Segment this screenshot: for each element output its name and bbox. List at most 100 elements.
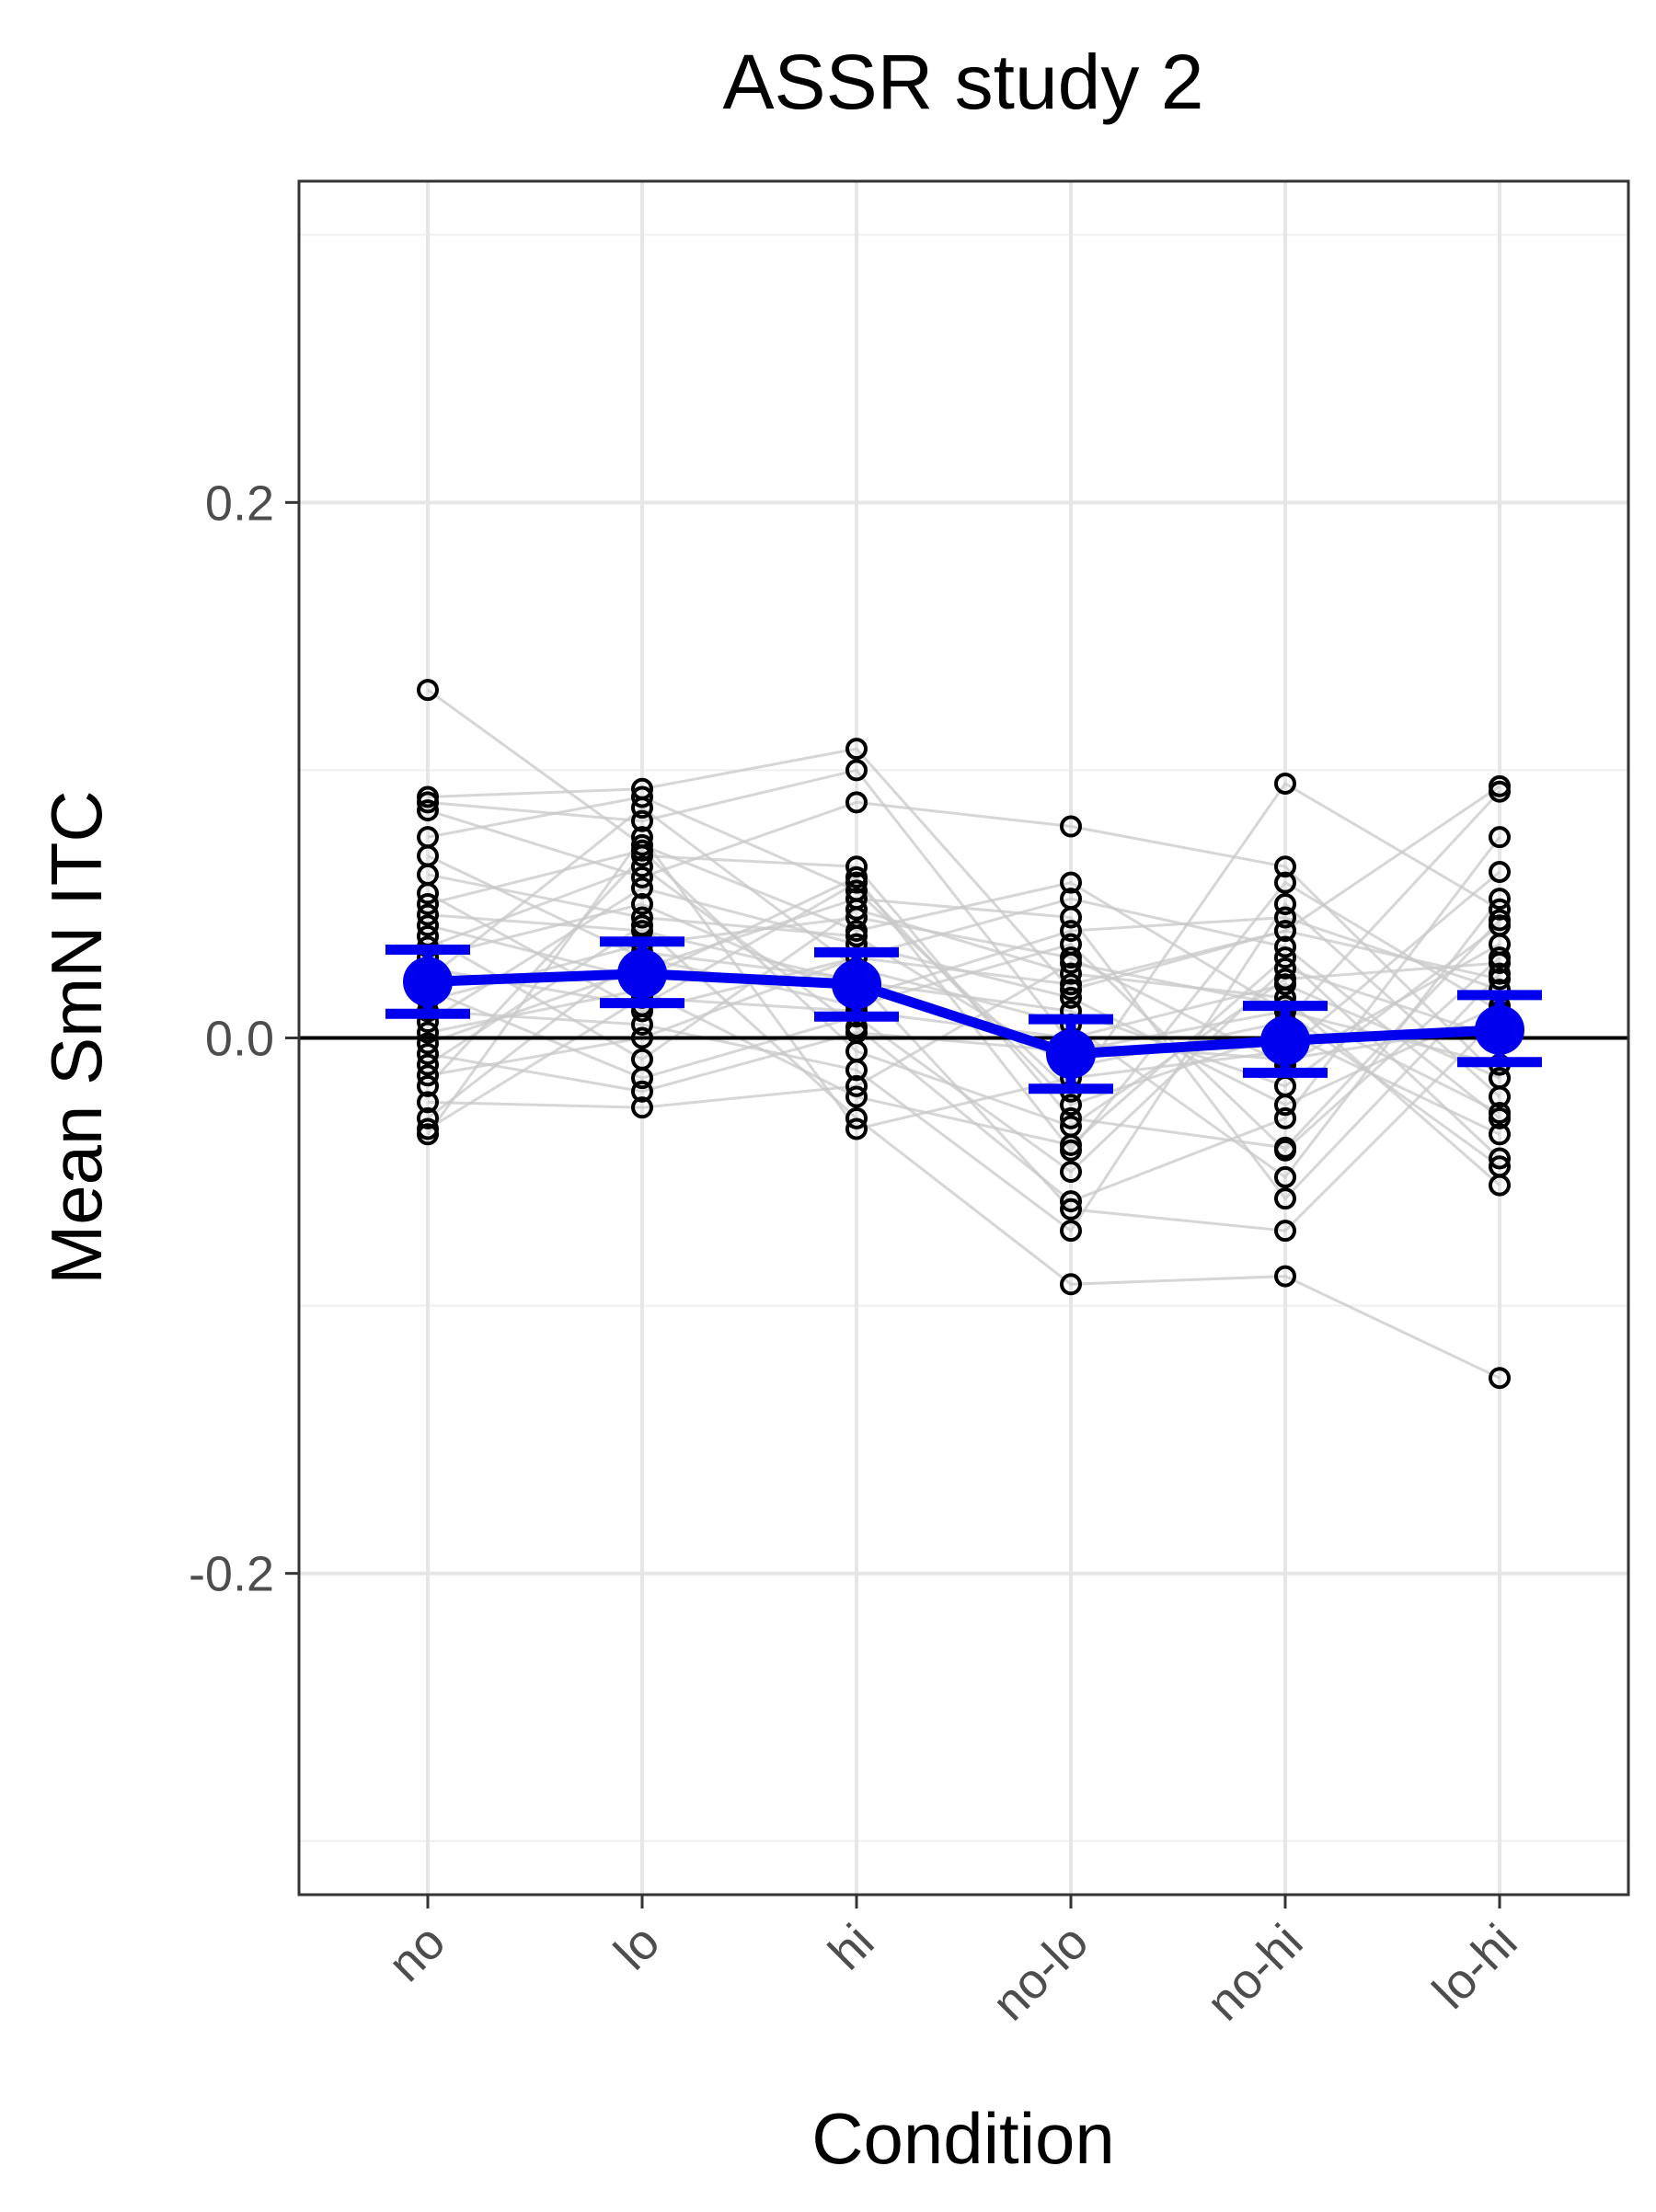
y-tick-label: 0.2 [205,476,274,531]
participant-point [631,809,653,832]
participant-line [427,800,1501,1080]
mean-point [617,948,667,999]
participant-point [631,914,653,937]
participant-layer [417,679,1511,1390]
participant-point [417,914,439,937]
participant-point [845,1085,868,1108]
participant-line [427,923,1501,1380]
participant-point [1274,957,1296,980]
participant-point [1060,871,1082,894]
participant-point [1489,826,1511,849]
participant-line [427,902,1501,1000]
participant-point [1274,1106,1296,1129]
participant-point [631,892,653,915]
participant-point [845,791,868,814]
participant-point [845,1021,868,1044]
participant-point [1274,1136,1296,1159]
participant-point [845,871,868,894]
participant-point [631,785,653,808]
participant-point [417,1053,439,1076]
participant-point [631,1096,653,1119]
participant-point [1489,1123,1511,1146]
participant-point [845,1059,868,1082]
participant-point [417,1091,439,1114]
participant-point [845,1117,868,1140]
participant-point [417,1123,439,1146]
participant-point [417,892,439,915]
participant-point [1274,1165,1296,1188]
participant-line [427,982,1501,1130]
participant-point [1489,898,1511,921]
participant-point [1060,973,1082,996]
participant-point [1489,909,1511,932]
participant-point [845,855,868,878]
participant-line [427,806,1501,1179]
participant-point [631,797,653,819]
mean-point [1475,1004,1524,1055]
participant-line [427,956,1501,1160]
participant-point [417,1106,439,1129]
y-tick-label: 0.0 [205,1012,274,1067]
participant-point [1060,906,1082,929]
participant-point [631,1080,653,1103]
participant-point [1489,1067,1511,1090]
participant-point [1489,1367,1511,1390]
y-tick-label: -0.2 [189,1547,274,1602]
participant-point [1489,962,1511,985]
participant-point [631,877,653,900]
participant-point [1060,1190,1082,1213]
participant-point [1489,1147,1511,1170]
participant-point [1489,774,1511,797]
participant-point [631,865,653,888]
participant-point [1274,1094,1296,1117]
participant-point [1274,906,1296,929]
participant-point [1060,1161,1082,1184]
participant-point [1060,1273,1082,1296]
mean-point [832,959,881,1010]
mean-layer [385,936,1542,1095]
mean-point [1046,1028,1096,1079]
participant-point [417,1021,439,1044]
participant-point [631,826,653,849]
mean-point [403,957,453,1007]
participant-point [1274,1220,1296,1243]
participant-point [1060,1106,1082,1129]
participant-point [1060,920,1082,943]
participant-point [1274,1265,1296,1288]
participant-point [1060,815,1082,838]
x-axis-label: Condition [811,2098,1115,2179]
y-axis-label: Mean SmN ITC [36,790,117,1284]
participant-point [417,903,439,926]
participant-point [417,799,439,822]
participant-line [427,785,1501,1077]
mean-point [1260,1015,1310,1066]
participant-point [1489,1102,1511,1125]
participant-line [426,834,1501,1136]
participant-line [426,854,1501,1150]
participant-point [417,1032,439,1055]
participant-point [1274,871,1296,894]
participant-point [417,1064,439,1087]
participant-point [1274,855,1296,878]
participant-point [417,791,439,814]
chart-title: ASSR study 2 [723,39,1204,125]
participant-point [1489,861,1511,884]
participant-point [417,1042,439,1065]
participant-point [417,679,439,702]
participant-point [1274,1187,1296,1210]
participant-point [417,1074,439,1097]
participant-line [427,849,1501,1129]
participant-point [1274,935,1296,958]
participant-point [1489,888,1511,911]
participant-point [1060,962,1082,985]
participant-point [1274,772,1296,795]
participant-point [1274,946,1296,969]
participant-point [845,1106,868,1129]
mean-line [427,968,1501,1060]
participant-point [631,1067,653,1090]
participant-point [1274,892,1296,915]
participant-point [417,882,439,905]
